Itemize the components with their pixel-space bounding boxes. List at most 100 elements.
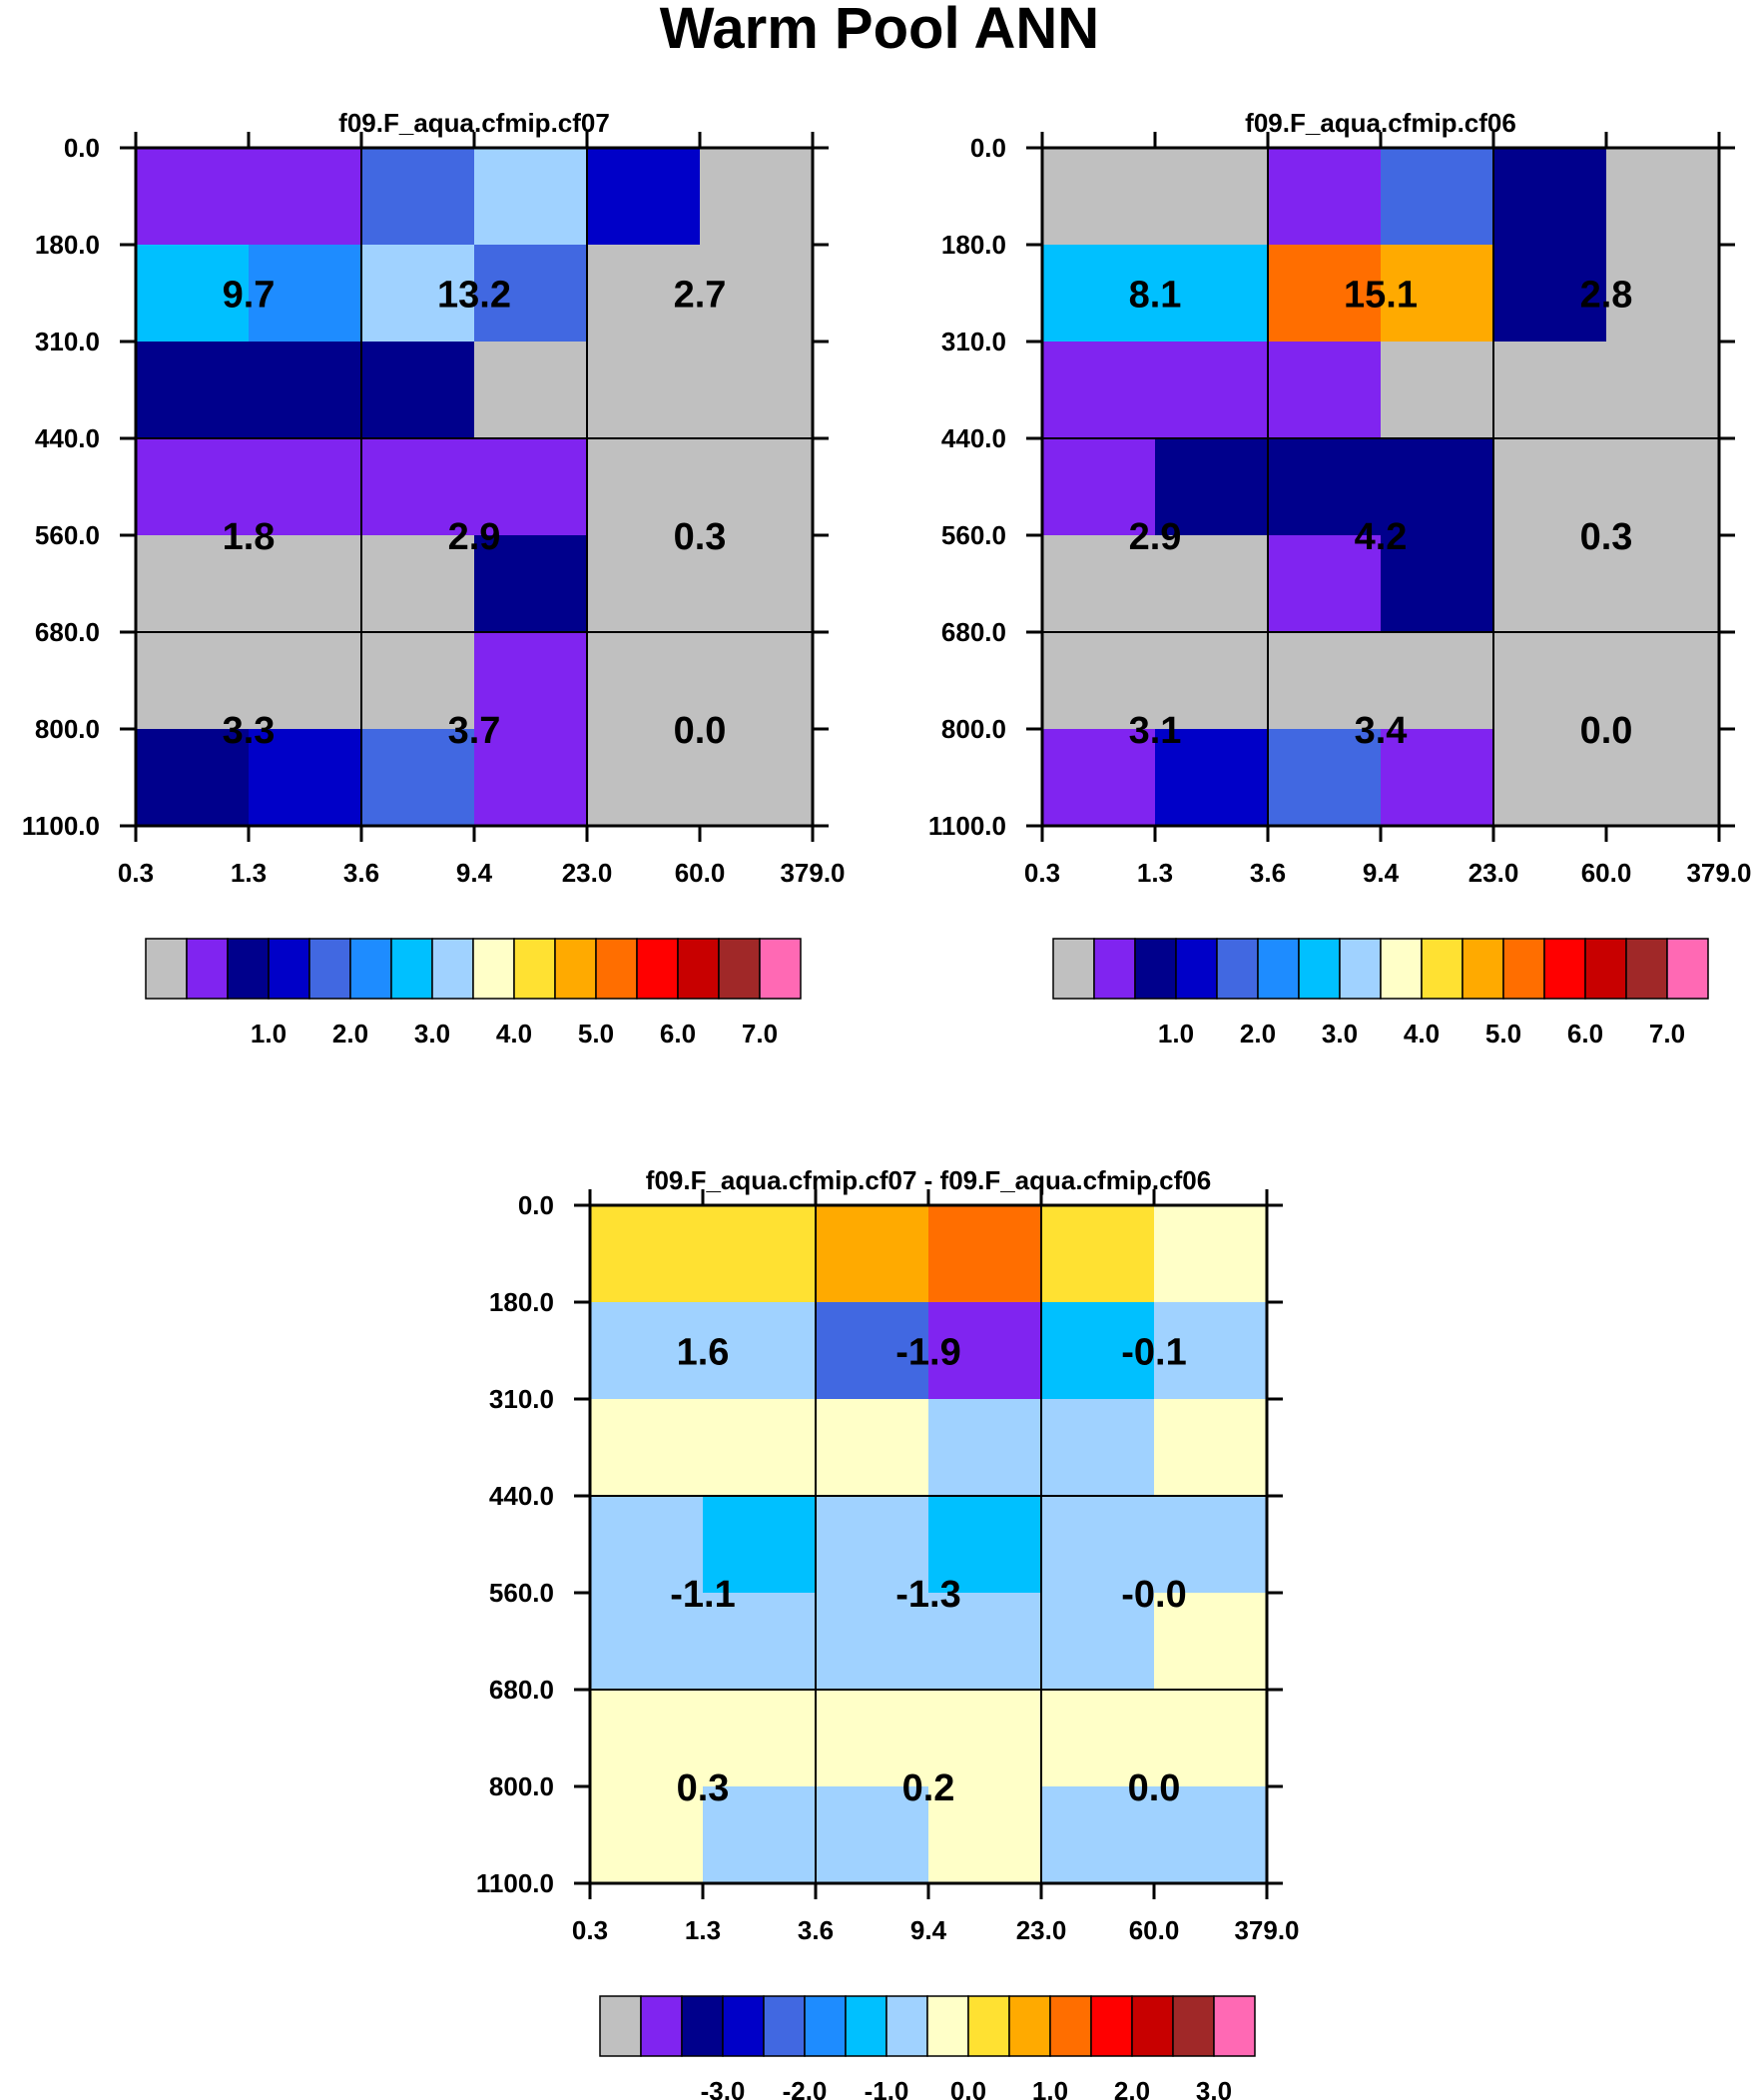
heatmap-cell <box>1155 535 1269 633</box>
x-tick-label: 1.3 <box>231 858 267 888</box>
heatmap-cell <box>1268 438 1382 536</box>
colorbar-swatch <box>1131 1995 1174 2057</box>
heatmap-cell <box>928 1302 1042 1400</box>
colorbar-tick-label: 1.0 <box>1032 2076 1068 2100</box>
data-label: 2.7 <box>674 275 727 317</box>
heatmap-cell <box>1155 148 1269 246</box>
colorbar-swatch <box>554 938 597 1000</box>
heatmap-cell <box>703 1593 817 1691</box>
data-label: 0.2 <box>902 1767 955 1809</box>
y-tick-label: 180.0 <box>489 1287 554 1317</box>
heatmap-cell <box>1154 1593 1268 1691</box>
colorbar-swatch <box>472 938 515 1000</box>
colorbar-swatch <box>804 1995 847 2057</box>
heatmap-cell <box>703 1399 817 1497</box>
colorbar-tick-label: 3.0 <box>1196 2076 1232 2100</box>
colorbar-tick-label: -3.0 <box>701 2076 746 2100</box>
x-tick-label: 0.3 <box>118 858 154 888</box>
heatmap-cell <box>361 245 475 343</box>
data-label: 3.1 <box>1129 710 1182 752</box>
y-tick-label: 310.0 <box>35 327 100 356</box>
y-tick-label: 0.0 <box>970 133 1006 163</box>
heatmap-cell <box>700 632 814 730</box>
data-label: -1.1 <box>670 1574 735 1616</box>
heatmap-cell <box>1041 1205 1155 1303</box>
data-label: 15.1 <box>1344 275 1418 317</box>
colorbar-tick-label: 4.0 <box>1404 1019 1440 1049</box>
colorbar-swatch <box>845 1995 887 2057</box>
heatmap-cell <box>928 1205 1042 1303</box>
heatmap-cell <box>587 342 701 439</box>
heatmap-cell <box>1268 729 1382 827</box>
colorbar-swatch <box>308 938 351 1000</box>
heatmap-cell <box>1493 438 1607 536</box>
heatmap-cell <box>1042 148 1156 246</box>
heatmap-cell <box>587 535 701 633</box>
colorbar-swatch <box>1008 1995 1051 2057</box>
colorbar-swatch <box>1380 938 1423 1000</box>
heatmap-cell <box>928 1593 1042 1691</box>
heatmap-cell <box>928 1496 1042 1594</box>
y-tick-label: 560.0 <box>489 1578 554 1608</box>
heatmap-cell <box>474 148 588 246</box>
heatmap-cell <box>1041 1786 1155 1884</box>
colorbar-swatch <box>759 938 802 1000</box>
heatmap-cell <box>587 438 701 536</box>
colorbar-swatch <box>513 938 556 1000</box>
colorbar-tick-label: 5.0 <box>1485 1019 1521 1049</box>
colorbar-swatch <box>186 938 229 1000</box>
colorbar-swatch <box>1543 938 1586 1000</box>
colorbar-swatch <box>763 1995 806 2057</box>
y-tick-label: 680.0 <box>35 617 100 647</box>
colorbar-tick-label: 5.0 <box>578 1019 614 1049</box>
data-label: -0.1 <box>1121 1332 1186 1374</box>
heatmap-cell <box>136 632 250 730</box>
panel-2: f09.F_aqua.cfmip.cf060.0180.0310.0440.05… <box>928 108 1752 1049</box>
x-tick-label: 23.0 <box>1016 1915 1067 1945</box>
y-tick-label: 680.0 <box>489 1675 554 1705</box>
heatmap-cell <box>816 1302 929 1400</box>
heatmap-cell <box>1493 342 1607 439</box>
heatmap-cell <box>1606 342 1720 439</box>
heatmap-cell <box>1606 729 1720 827</box>
data-label: 13.2 <box>437 275 511 317</box>
colorbar-swatch <box>1257 938 1300 1000</box>
y-tick-label: 0.0 <box>518 1190 554 1220</box>
y-tick-label: 1100.0 <box>476 1868 554 1898</box>
colorbar-tick-label: 1.0 <box>1158 1019 1194 1049</box>
heatmap-cell <box>1606 438 1720 536</box>
heatmap-cell <box>1042 342 1156 439</box>
heatmap-cell <box>700 729 814 827</box>
heatmap-cell <box>1155 342 1269 439</box>
heatmap-cell <box>1381 535 1494 633</box>
colorbar-swatch <box>636 938 679 1000</box>
heatmap-cell <box>590 1496 704 1594</box>
heatmap-cell <box>1042 632 1156 730</box>
heatmap-cell <box>1606 535 1720 633</box>
heatmap-cell <box>136 729 250 827</box>
colorbar-swatch <box>1339 938 1382 1000</box>
x-tick-label: 9.4 <box>456 858 493 888</box>
data-label: 0.0 <box>1580 710 1633 752</box>
colorbar-tick-label: 0.0 <box>950 2076 986 2100</box>
heatmap-cell <box>249 535 362 633</box>
y-tick-label: 800.0 <box>941 714 1006 744</box>
heatmap-cell <box>474 342 588 439</box>
colorbar-swatch <box>431 938 474 1000</box>
heatmap-cell <box>590 1593 704 1691</box>
heatmap-cell <box>703 1690 817 1787</box>
heatmap-cell <box>1381 342 1494 439</box>
heatmap-cell <box>1268 535 1382 633</box>
heatmap-cell <box>816 1205 929 1303</box>
data-label: 2.8 <box>1580 275 1633 317</box>
heatmap-cell <box>1155 729 1269 827</box>
colorbar-tick-label: 4.0 <box>496 1019 532 1049</box>
heatmap-cell <box>1154 1496 1268 1594</box>
heatmap-cell <box>1041 1593 1155 1691</box>
colorbar-swatch <box>1584 938 1627 1000</box>
heatmap-cell <box>928 1690 1042 1787</box>
y-tick-label: 560.0 <box>941 520 1006 550</box>
heatmap-cell <box>816 1593 929 1691</box>
heatmap-cell <box>816 1496 929 1594</box>
heatmap-cell <box>1154 1690 1268 1787</box>
